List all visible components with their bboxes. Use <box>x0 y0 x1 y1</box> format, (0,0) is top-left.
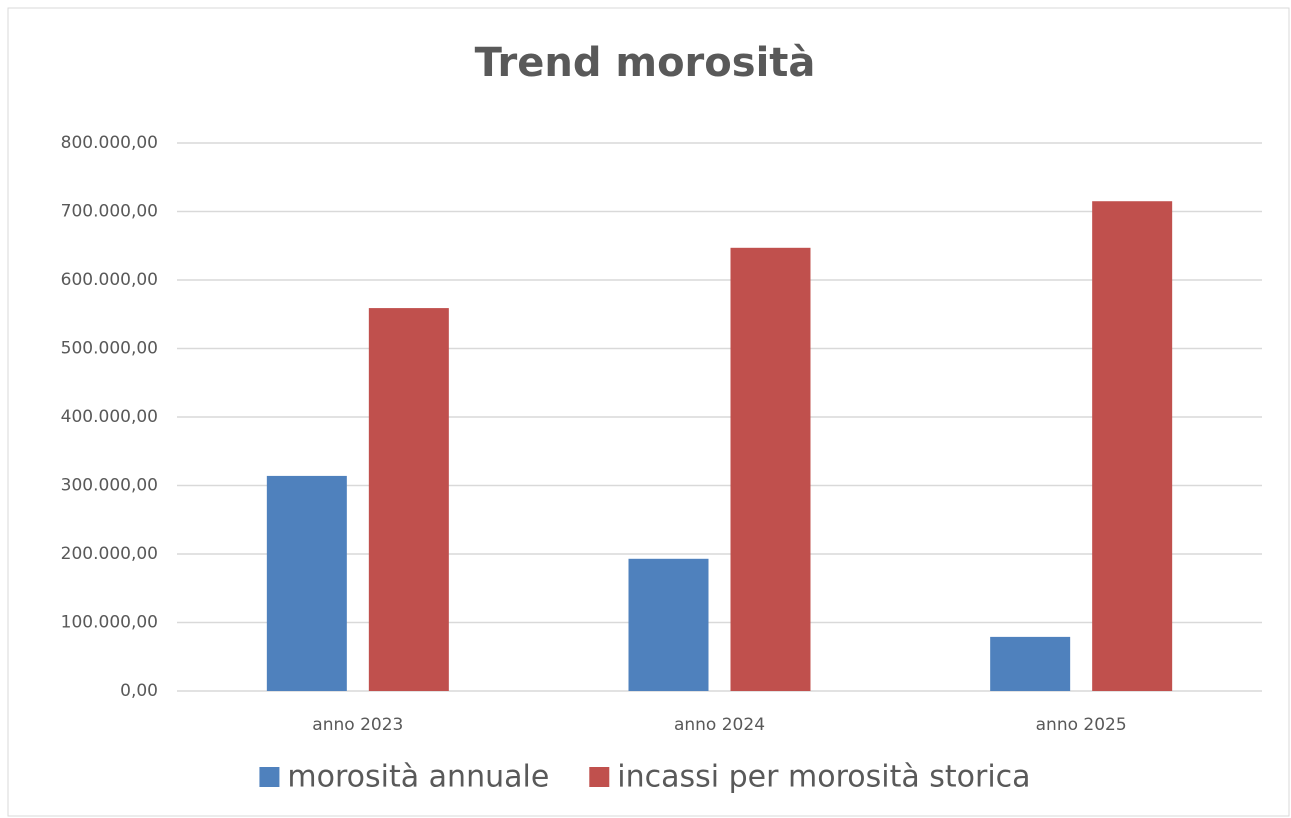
bar <box>990 636 1071 691</box>
y-tick-label: 200.000,00 <box>61 544 158 564</box>
y-tick-label: 500.000,00 <box>61 339 158 359</box>
legend-swatch <box>589 767 610 787</box>
bar <box>1092 201 1173 691</box>
y-tick-label: 600.000,00 <box>61 270 158 290</box>
x-tick-label: anno 2025 <box>1036 715 1127 735</box>
bar <box>730 247 811 691</box>
bar <box>628 558 709 691</box>
bar <box>266 475 347 691</box>
y-tick-label: 300.000,00 <box>61 476 158 496</box>
x-tick-label: anno 2023 <box>312 715 403 735</box>
y-tick-label: 100.000,00 <box>61 613 158 633</box>
y-tick-label: 800.000,00 <box>61 133 158 153</box>
bar <box>368 308 449 691</box>
y-tick-label: 0,00 <box>120 681 158 701</box>
legend-swatch <box>259 767 280 787</box>
legend-label: incassi per morosità storica <box>617 760 1030 795</box>
y-tick-label: 700.000,00 <box>61 202 158 222</box>
legend-label: morosità annuale <box>287 760 549 795</box>
x-tick-label: anno 2024 <box>674 715 765 735</box>
y-tick-label: 400.000,00 <box>61 407 158 427</box>
chart-title: Trend morosità <box>475 40 816 86</box>
